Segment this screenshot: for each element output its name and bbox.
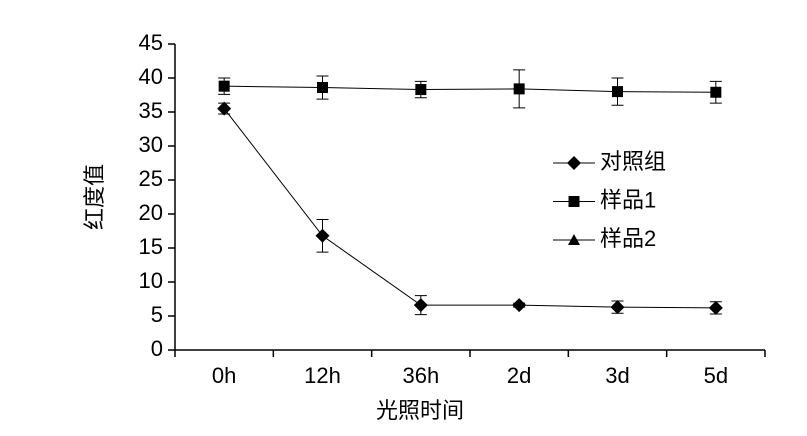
marker: [568, 196, 580, 207]
x-axis-label: 光照时间: [376, 398, 464, 423]
marker: [415, 84, 427, 96]
marker: [568, 234, 580, 245]
marker: [413, 298, 428, 313]
marker: [708, 300, 723, 315]
x-tick-label: 5d: [704, 363, 728, 388]
marker: [512, 298, 527, 313]
y-tick-label: 0: [151, 336, 163, 361]
marker: [567, 156, 581, 170]
y-tick-label: 10: [139, 268, 163, 293]
y-tick-label: 45: [139, 30, 163, 55]
marker: [612, 86, 623, 98]
marker: [610, 300, 625, 315]
x-tick-label: 3d: [605, 363, 629, 388]
legend-label: 对照组: [600, 149, 666, 174]
marker: [513, 83, 525, 95]
y-tick-label: 35: [139, 98, 163, 123]
y-tick-label: 15: [139, 234, 163, 259]
y-tick-label: 30: [139, 132, 163, 157]
legend-label: 样品1: [600, 187, 656, 212]
series-line: [223, 108, 716, 309]
y-tick-label: 25: [139, 166, 163, 191]
x-tick-label: 0h: [212, 363, 236, 388]
legend-label: 样品2: [600, 226, 656, 251]
y-tick-label: 40: [139, 64, 163, 89]
marker: [315, 228, 330, 243]
y-tick-label: 20: [139, 200, 163, 225]
x-tick-label: 2d: [507, 363, 531, 388]
marker: [218, 80, 230, 92]
x-tick-label: 36h: [402, 363, 439, 388]
marker: [217, 101, 232, 116]
marker: [710, 86, 722, 98]
x-tick-label: 12h: [304, 363, 341, 388]
y-tick-label: 5: [151, 302, 163, 327]
y-axis-label: 红度值: [82, 164, 107, 230]
marker: [317, 82, 328, 94]
series-line: [224, 85, 716, 93]
